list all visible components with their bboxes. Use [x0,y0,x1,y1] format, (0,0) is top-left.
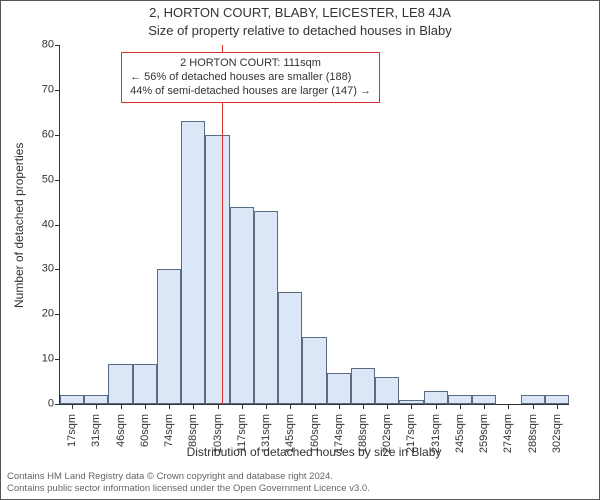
x-tick-mark [484,404,485,409]
x-tick-mark [266,404,267,409]
x-tick-mark [315,404,316,409]
annotation-box: 2 HORTON COURT: 111sqm← 56% of detached … [121,52,380,103]
histogram-bar [375,377,399,404]
histogram-bar [351,368,375,404]
x-tick-label: 60sqm [139,410,151,447]
histogram-bar [84,395,108,404]
x-tick-mark [508,404,509,409]
histogram-bar [521,395,545,404]
annotation-line: ← 56% of detached houses are smaller (18… [130,71,371,85]
histogram-bar [254,211,278,404]
annotation-line: 2 HORTON COURT: 111sqm [130,57,371,71]
x-tick-mark [363,404,364,409]
x-tick-mark [218,404,219,409]
y-tick-label: 10 [20,354,60,365]
histogram-bar [448,395,472,404]
histogram-bar [278,292,302,404]
chart-supertitle: 2, HORTON COURT, BLABY, LEICESTER, LE8 4… [1,5,599,20]
x-tick-mark [533,404,534,409]
x-tick-mark [193,404,194,409]
x-tick-mark [96,404,97,409]
x-tick-mark [121,404,122,409]
histogram-bar [302,337,326,404]
histogram-bar [327,373,351,404]
footer-line-2: Contains public sector information licen… [7,483,370,495]
x-tick-label: 17sqm [66,410,78,447]
histogram-bar [472,395,496,404]
histogram-bar [133,364,157,404]
x-tick-mark [460,404,461,409]
histogram-bar [181,121,205,404]
histogram-bar [157,269,181,404]
footer-attribution: Contains HM Land Registry data © Crown c… [7,471,370,495]
x-tick-mark [145,404,146,409]
x-axis-label: Distribution of detached houses by size … [59,445,569,459]
x-tick-label: 31sqm [90,410,102,447]
chart-title: Size of property relative to detached ho… [1,23,599,38]
y-tick-label: 20 [20,309,60,320]
annotation-line: 44% of semi-detached houses are larger (… [130,85,371,99]
chart-container: 2, HORTON COURT, BLABY, LEICESTER, LE8 4… [0,0,600,500]
histogram-bar [545,395,569,404]
y-tick-label: 50 [20,174,60,185]
x-tick-mark [169,404,170,409]
histogram-bar [108,364,132,404]
histogram-bar [205,135,229,404]
x-tick-mark [557,404,558,409]
plot-area: 0102030405060708017sqm31sqm46sqm60sqm74s… [59,45,569,405]
x-tick-mark [339,404,340,409]
histogram-bar [424,391,448,404]
x-tick-label: 74sqm [163,410,175,447]
x-tick-mark [242,404,243,409]
histogram-bar [60,395,84,404]
x-tick-mark [290,404,291,409]
y-tick-label: 70 [20,84,60,95]
x-tick-mark [72,404,73,409]
histogram-bar [230,207,254,404]
x-tick-mark [411,404,412,409]
x-tick-mark [436,404,437,409]
footer-line-1: Contains HM Land Registry data © Crown c… [7,471,370,483]
y-tick-label: 60 [20,129,60,140]
y-tick-label: 40 [20,219,60,230]
x-tick-label: 88sqm [187,410,199,447]
y-tick-label: 0 [20,399,60,410]
x-tick-mark [387,404,388,409]
x-tick-label: 46sqm [115,410,127,447]
y-tick-label: 30 [20,264,60,275]
y-tick-label: 80 [20,40,60,51]
